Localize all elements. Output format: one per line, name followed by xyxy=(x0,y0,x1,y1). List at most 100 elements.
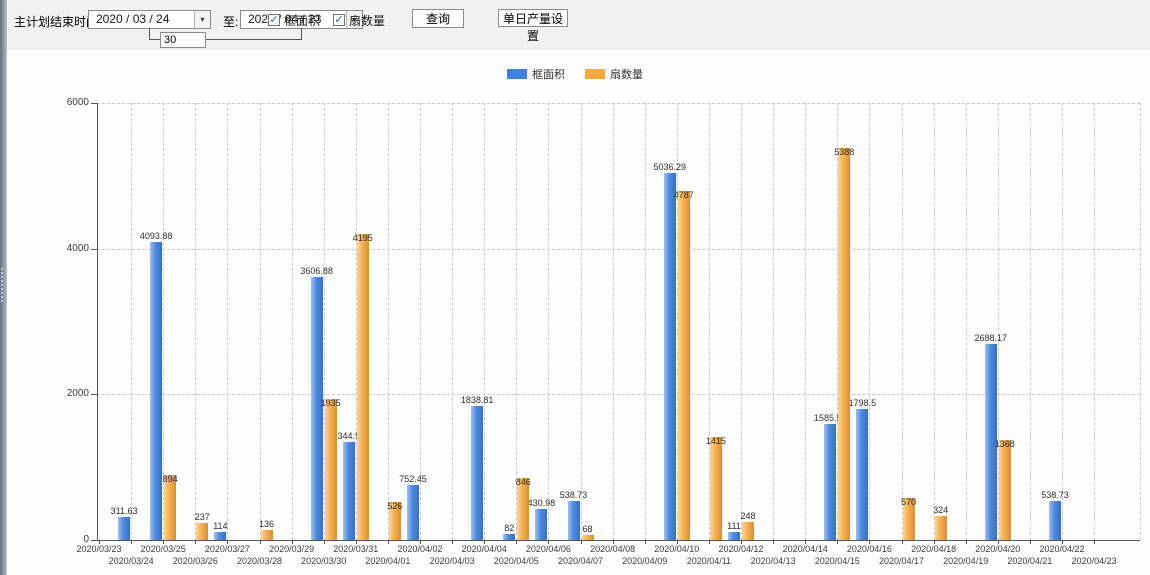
y-axis-tick xyxy=(91,394,97,396)
y-axis-label: 6000 xyxy=(66,97,89,108)
bar-frame-area xyxy=(1049,500,1061,540)
bar-value-label: 68 xyxy=(582,524,593,535)
splitter-handle[interactable] xyxy=(1,268,4,302)
checkbox-frame-area-label: 框面积 xyxy=(284,13,321,28)
bar-value-label: 311.63 xyxy=(110,506,138,517)
toolbar: 主计划结束时间: 2020 / 03 / 24 ▾ 至: 2020 / 04 /… xyxy=(7,0,1150,50)
date-from-value: 2020 / 03 / 24 xyxy=(96,12,170,26)
bar-value-label: 752.45 xyxy=(399,474,427,485)
x-axis-label: 2020/03/25 xyxy=(140,544,186,554)
x-axis-label: 2020/03/27 xyxy=(204,544,250,554)
x-axis-tick xyxy=(195,540,197,544)
x-axis-tick xyxy=(580,540,582,544)
x-axis-tick xyxy=(548,540,550,544)
gridline-vertical xyxy=(869,103,871,540)
to-label: 至: xyxy=(223,15,239,29)
bar-value-label: 111 xyxy=(727,520,741,531)
x-axis-label: 2020/03/23 xyxy=(76,544,122,554)
chevron-down-icon[interactable]: ▾ xyxy=(194,11,210,28)
date-range-connector xyxy=(149,28,302,40)
chart-legend: 框面积 扇数量 xyxy=(0,66,1150,82)
bar-fan-count xyxy=(581,535,594,540)
x-axis-label: 2020/04/06 xyxy=(525,544,571,554)
gridline-vertical xyxy=(708,103,710,540)
gridline-vertical xyxy=(387,103,389,540)
gridline-vertical xyxy=(516,103,518,540)
gridline-vertical xyxy=(805,103,807,540)
bar-frame-area xyxy=(663,173,676,540)
gridline-vertical xyxy=(1062,103,1063,540)
x-axis-label: 2020/04/17 xyxy=(878,556,925,566)
bar-frame-area xyxy=(535,508,548,540)
gridline-vertical xyxy=(195,103,197,540)
x-axis-tick xyxy=(837,540,839,544)
checkbox-frame-area[interactable]: ✓ 框面积 xyxy=(268,13,321,28)
x-axis xyxy=(97,540,1140,541)
bar-value-label: 1798.5 xyxy=(848,398,877,408)
x-axis-tick xyxy=(901,540,903,544)
x-axis-label: 2020/03/31 xyxy=(333,544,379,554)
gridline-horizontal xyxy=(97,103,1140,104)
gridline-vertical xyxy=(259,103,261,540)
checkmark-icon: ✓ xyxy=(268,14,280,26)
x-axis-tick xyxy=(1029,540,1031,544)
bar-frame-area xyxy=(214,531,227,540)
x-axis-label: 2020/04/23 xyxy=(1071,556,1117,566)
bar-value-label: 4093.88 xyxy=(139,230,173,241)
query-button[interactable]: 查询 xyxy=(412,9,464,28)
legend-label-fan-count: 扇数量 xyxy=(610,69,643,81)
gridline-vertical xyxy=(676,103,678,540)
gridline-vertical xyxy=(773,103,775,540)
window-edge-strip xyxy=(0,0,7,575)
x-axis-label: 2020/04/22 xyxy=(1039,544,1085,554)
bar-frame-area xyxy=(728,531,740,540)
x-axis-label: 2020/04/02 xyxy=(397,544,443,554)
bar-fan-count xyxy=(742,521,754,540)
x-axis-label: 2020/03/30 xyxy=(301,556,347,566)
x-axis-label: 2020/04/10 xyxy=(654,544,700,554)
x-axis-tick xyxy=(773,540,775,544)
bar-frame-area xyxy=(118,517,131,540)
bar-value-label: 430.98 xyxy=(527,497,556,508)
y-axis-label: 0 xyxy=(83,534,89,545)
x-axis-tick xyxy=(741,540,742,544)
date-from-picker[interactable]: 2020 / 03 / 24 ▾ xyxy=(88,10,211,29)
bar-fan-count xyxy=(998,440,1011,540)
checkbox-fan-count[interactable]: ✓ 扇数量 xyxy=(333,13,385,28)
x-axis-label: 2020/04/08 xyxy=(590,544,636,554)
gridline-vertical xyxy=(227,103,229,540)
x-axis-label: 2020/04/19 xyxy=(943,556,989,566)
legend-label-frame-area: 框面积 xyxy=(532,69,565,81)
bar-value-label: 1415 xyxy=(705,435,726,446)
bar-frame-area xyxy=(342,442,355,540)
x-axis-tick xyxy=(323,540,325,544)
bar-value-label: 248 xyxy=(740,510,756,521)
x-axis-tick xyxy=(965,540,967,544)
bar-value-label: 570 xyxy=(900,497,917,508)
daily-output-settings-button[interactable]: 单日产量设置 xyxy=(498,9,568,43)
days-count-input[interactable] xyxy=(160,32,206,48)
x-axis-tick xyxy=(227,540,229,544)
x-axis-tick xyxy=(516,540,518,544)
y-axis-label: 4000 xyxy=(66,242,89,254)
y-axis-tick xyxy=(91,103,97,104)
bar-frame-area xyxy=(567,500,580,540)
bar-fan-count xyxy=(677,191,690,540)
gridline-vertical xyxy=(420,103,421,540)
checkmark-icon: ✓ xyxy=(333,14,345,26)
x-axis-tick xyxy=(259,540,261,544)
bar-value-label: 324 xyxy=(933,505,949,516)
chevron-down-icon[interactable]: ▾ xyxy=(346,11,362,28)
bar-value-label: 136 xyxy=(258,519,275,530)
bar-frame-area xyxy=(310,277,323,540)
y-axis-tick xyxy=(91,540,97,541)
x-axis-label: 2020/04/15 xyxy=(814,556,860,566)
bar-value-label: 4195 xyxy=(352,233,373,244)
bar-value-label: 1585.96 xyxy=(814,413,847,424)
bar-fan-count xyxy=(324,399,337,540)
bar-fan-count xyxy=(934,516,947,540)
bar-value-label: 114 xyxy=(213,520,228,531)
x-axis-tick xyxy=(869,540,871,544)
gridline-vertical xyxy=(580,103,582,540)
